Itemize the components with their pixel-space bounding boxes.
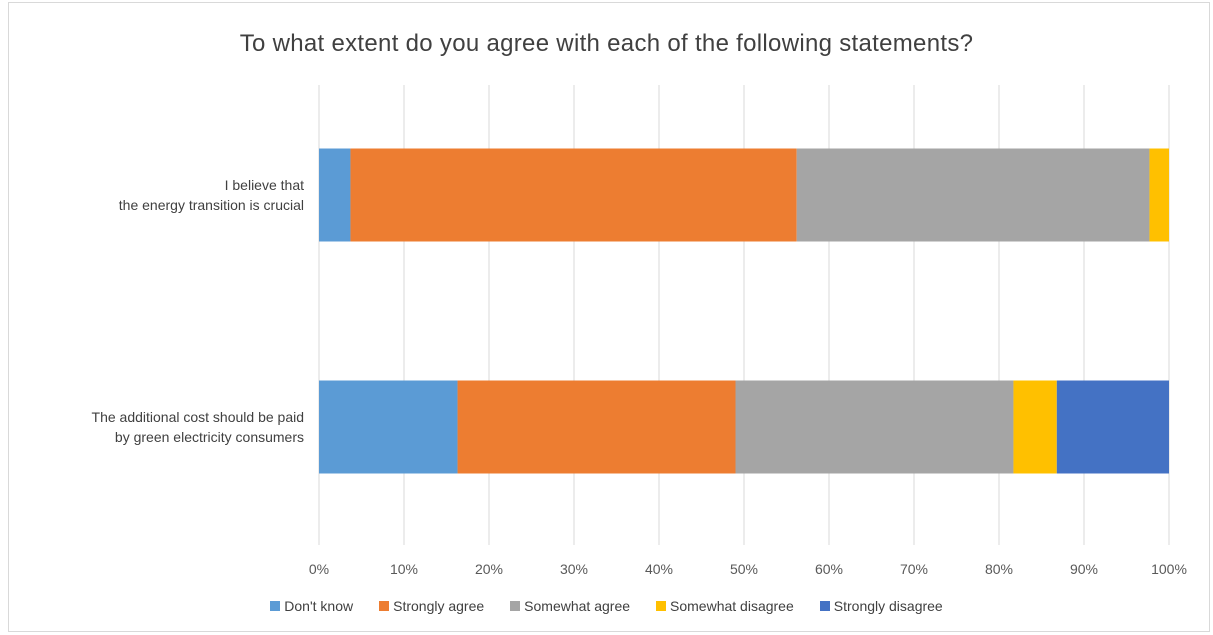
category-label: The additional cost should be paid xyxy=(92,409,304,425)
bar-segment xyxy=(735,380,1014,474)
bar-segment xyxy=(1013,380,1057,474)
legend-swatch xyxy=(656,601,667,611)
legend: Don't know Strongly agree Somewhat agree So… xyxy=(0,598,1213,614)
bar-segment xyxy=(1149,148,1169,242)
legend-swatch xyxy=(510,601,521,611)
bar-segment xyxy=(457,380,736,474)
x-tick-label: 0% xyxy=(309,561,329,577)
bar-segment xyxy=(319,148,351,242)
category-label: by green electricity consumers xyxy=(115,429,304,445)
x-tick-label: 20% xyxy=(475,561,503,577)
x-tick-label: 90% xyxy=(1070,561,1098,577)
bar-segment xyxy=(350,148,797,242)
x-tick-label: 80% xyxy=(985,561,1013,577)
category-label: I believe that xyxy=(225,177,304,193)
y-axis-categories: I believe that the energy transition is c… xyxy=(92,177,305,445)
legend-swatch xyxy=(819,601,830,611)
legend-item: Strongly disagree xyxy=(819,598,943,614)
chart-frame xyxy=(8,2,1210,632)
legend-swatch xyxy=(379,601,390,611)
x-tick-label: 70% xyxy=(900,561,928,577)
x-tick-label: 60% xyxy=(815,561,843,577)
x-tick-label: 40% xyxy=(645,561,673,577)
legend-label: Strongly disagree xyxy=(833,598,943,614)
legend-item: Somewhat disagree xyxy=(656,598,794,614)
bar-segment xyxy=(796,148,1150,242)
bars xyxy=(319,148,1169,474)
x-tick-label: 30% xyxy=(560,561,588,577)
legend-label: Somewhat agree xyxy=(524,598,631,614)
chart-title: To what extent do you agree with each of… xyxy=(239,30,974,57)
x-tick-label: 10% xyxy=(390,561,418,577)
x-axis-ticks: 0% 10% 20% 30% 40% 50% 60% 70% 80% 90% 100% xyxy=(309,561,1187,577)
x-tick-label: 50% xyxy=(730,561,758,577)
legend-label: Don't know xyxy=(284,598,354,614)
legend-item: Somewhat agree xyxy=(510,598,630,614)
legend-label: Strongly agree xyxy=(393,598,485,614)
x-tick-label: 100% xyxy=(1151,561,1187,577)
legend-label: Somewhat disagree xyxy=(670,598,794,614)
legend-item: Don't know xyxy=(270,598,353,614)
legend-swatch xyxy=(270,601,281,611)
category-label: the energy transition is crucial xyxy=(119,197,304,213)
bar-segment xyxy=(319,380,458,474)
legend-item: Strongly agree xyxy=(379,598,484,614)
bar-segment xyxy=(1056,380,1169,474)
